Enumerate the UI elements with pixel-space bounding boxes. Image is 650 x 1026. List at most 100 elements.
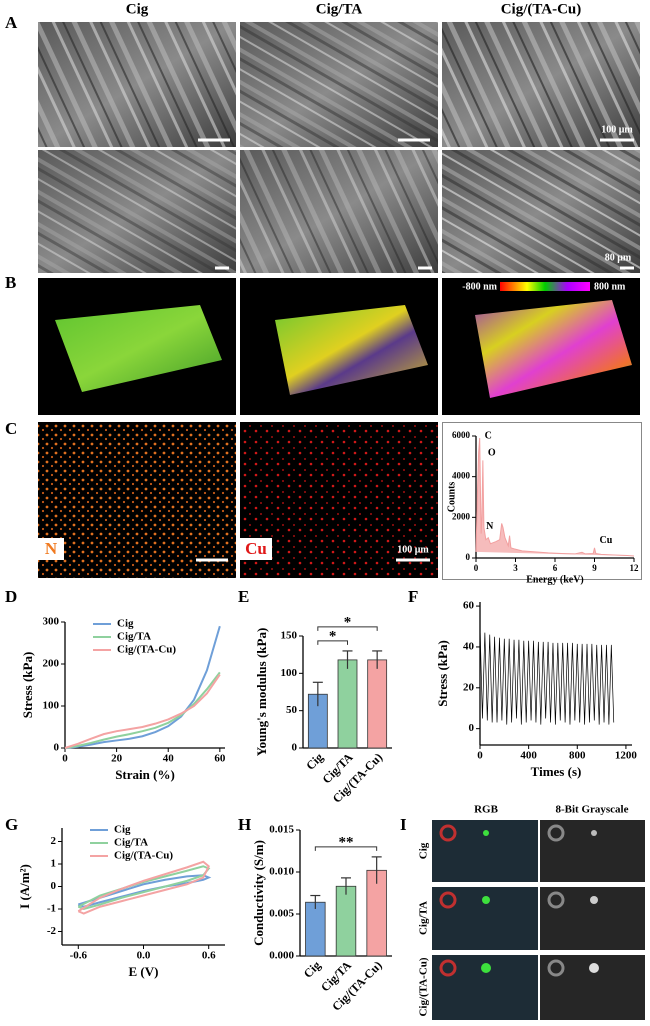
- y-tick-label: 0: [292, 742, 298, 754]
- led: [481, 963, 491, 973]
- sem-texture: [38, 22, 236, 147]
- data-line: [77, 860, 210, 915]
- x-tick-label: Cig: [303, 750, 326, 773]
- panel-label: G: [5, 815, 18, 834]
- sem-texture: [38, 150, 236, 273]
- photo: [540, 820, 645, 882]
- significance-label: *: [344, 614, 352, 630]
- legend-label: Cig/(TA-Cu): [117, 644, 176, 656]
- sem-texture: [240, 150, 438, 273]
- legend-label: Cig/(TA-Cu): [114, 850, 173, 862]
- scale-label: 100 μm: [397, 544, 429, 555]
- led: [483, 830, 489, 836]
- peak-label: Cu: [600, 535, 613, 546]
- sem-texture: [442, 150, 640, 273]
- electrode: [547, 891, 565, 909]
- scale-label: 80 μm: [605, 252, 632, 263]
- x-tick-label: 0.6: [202, 950, 216, 962]
- sem-images: 100 μm 80 μm: [38, 22, 640, 273]
- y-tick-label: 2000: [452, 511, 471, 521]
- panel-label: I: [400, 815, 407, 834]
- afm-surface: [475, 300, 632, 398]
- data-line: [64, 625, 221, 749]
- column-header: Cig/TA: [316, 1, 363, 17]
- panel-label: A: [5, 13, 18, 32]
- x-tick-label: 20: [111, 753, 123, 765]
- y-axis-title: Conductivity (S/m): [251, 840, 266, 946]
- colorbar-max: 800 nm: [594, 281, 626, 292]
- peak-label: O: [488, 448, 496, 459]
- colorbar-min: -800 nm: [462, 281, 497, 292]
- y-tick-label: 0: [54, 742, 60, 754]
- peak-label: N: [486, 521, 494, 532]
- y-axis-title: Stress (kPa): [435, 640, 450, 707]
- y-tick-label: 60: [463, 600, 475, 612]
- data-line: [64, 673, 221, 749]
- led: [591, 830, 597, 836]
- element-label: N: [45, 539, 58, 558]
- significance-bracket: [314, 846, 378, 851]
- panel-label: D: [5, 587, 17, 606]
- x-tick-label: 400: [520, 750, 537, 762]
- data-line: [64, 671, 221, 749]
- photo-row-label: Cig/(TA-Cu): [418, 957, 430, 1016]
- bar: [337, 659, 358, 749]
- x-tick-label: 12: [630, 563, 640, 573]
- element-label: Cu: [245, 539, 267, 558]
- legend-label: Cig: [117, 618, 134, 630]
- x-tick-label: 40: [163, 753, 175, 765]
- y-tick-label: 2: [51, 835, 57, 847]
- electrode: [547, 824, 565, 842]
- x-tick-label: 9: [592, 563, 597, 573]
- x-tick-label: 800: [569, 750, 586, 762]
- bar: [305, 901, 326, 957]
- y-tick-label: 6000: [452, 430, 471, 440]
- photo-header: RGB: [474, 804, 499, 816]
- spectrum-frame: [442, 422, 642, 580]
- x-tick-label: 1200: [615, 750, 638, 762]
- significance-bracket: [317, 626, 378, 631]
- y-tick-label: -2: [47, 925, 57, 937]
- element-tag: [240, 538, 272, 560]
- eds-maps: N Cu 100 μm: [38, 422, 642, 580]
- afm-images: -800 nm 800 nm: [38, 278, 640, 415]
- x-axis-title: E (V): [129, 964, 159, 979]
- y-axis-title: I (A/m²): [17, 864, 32, 909]
- y-tick-label: 0.005: [269, 908, 294, 920]
- bar: [367, 659, 388, 749]
- electrode: [439, 891, 457, 909]
- y-tick-label: 0: [51, 880, 57, 892]
- y-tick-label: 300: [43, 616, 60, 628]
- x-tick-label: Cig: [301, 958, 324, 981]
- x-tick-label: 3: [513, 563, 518, 573]
- x-tick-label: 60: [214, 753, 226, 765]
- eds-map: [38, 422, 236, 578]
- y-tick-label: 100: [281, 667, 298, 679]
- eds-map: [240, 422, 438, 578]
- panel-label: B: [5, 273, 16, 292]
- x-tick-label: 0: [477, 750, 483, 762]
- afm-surface: [275, 305, 428, 395]
- x-tick-label: 6: [553, 563, 558, 573]
- y-tick-label: 1: [51, 858, 57, 870]
- y-tick-label: 0.015: [269, 824, 294, 836]
- led: [482, 896, 490, 904]
- data-line: [77, 874, 212, 908]
- panel-label: F: [408, 587, 418, 606]
- y-tick-label: 0: [469, 722, 475, 734]
- element-tag: [38, 538, 64, 560]
- legend-label: Cig/TA: [117, 631, 151, 643]
- photo-row-label: Cig/TA: [418, 901, 430, 935]
- y-tick-label: 100: [43, 700, 60, 712]
- photo: [432, 820, 538, 882]
- data-line: [479, 626, 615, 725]
- peak-label: C: [485, 430, 492, 441]
- y-tick-label: 40: [463, 640, 475, 652]
- y-tick-label: -1: [47, 903, 56, 915]
- y-tick-label: 4000: [452, 471, 471, 481]
- y-tick-label: 0: [466, 552, 471, 562]
- legend-label: Cig/TA: [114, 837, 148, 849]
- x-tick-label: 0: [474, 563, 479, 573]
